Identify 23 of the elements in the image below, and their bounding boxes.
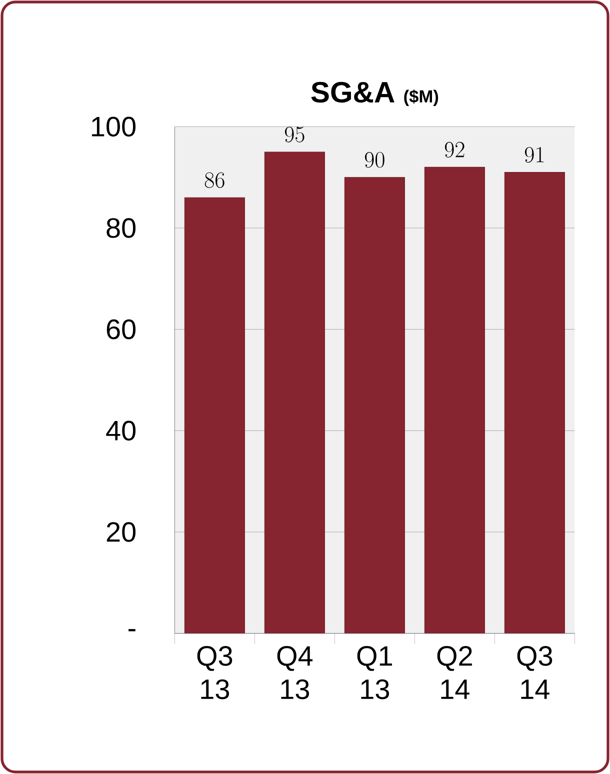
data-label: 91 [524,146,544,163]
y-tick-label: 80 [106,218,136,238]
y-tick-label: - [128,629,136,632]
y-tick-label: 60 [106,319,136,340]
y-tick-label: 100 [92,116,136,137]
bar [264,152,325,634]
bar [504,172,565,634]
data-label: 92 [444,142,464,158]
data-label: 86 [204,172,224,188]
x-tick-label: Q1 13 [357,646,392,700]
y-tick-label: 40 [106,420,136,441]
x-tick-label: Q4 13 [277,646,313,700]
chart-title: SG&A [311,82,394,103]
data-label: 95 [284,126,304,142]
bar [184,197,245,634]
x-tick-label: Q3 14 [517,646,552,699]
y-tick-label: 20 [106,522,136,542]
chart-subtitle: ($M) [404,89,438,106]
bar [344,177,405,634]
bar [424,166,485,634]
x-tick-label: Q3 13 [197,646,232,700]
data-label: 90 [364,152,384,168]
x-tick-label: Q2 14 [437,646,472,699]
